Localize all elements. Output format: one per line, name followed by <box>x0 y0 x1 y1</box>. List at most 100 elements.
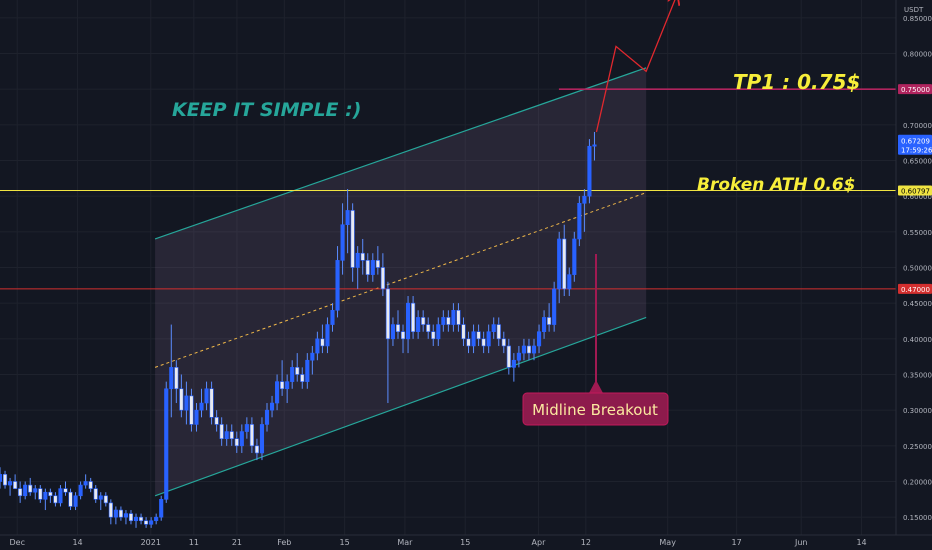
candle-body <box>562 238 567 290</box>
channel-lower-line[interactable] <box>154 316 647 497</box>
candle-body <box>587 145 592 197</box>
candle-body <box>491 324 496 333</box>
current-price-timer: 17:59:26 <box>901 147 932 155</box>
candle-body <box>88 481 93 489</box>
candle-body <box>144 520 149 525</box>
candle-body <box>340 224 345 261</box>
candle-body <box>335 260 340 311</box>
level-price-tag[interactable] <box>898 283 932 294</box>
candle-body <box>416 317 421 332</box>
broken-ath-text: Broken ATH 0.6$ <box>697 175 856 195</box>
overlays[interactable] <box>595 0 676 133</box>
candle-body <box>254 445 259 454</box>
candle-body <box>345 210 350 226</box>
keep-it-simple-text: KEEP IT SIMPLE :) <box>172 99 361 121</box>
candle-body <box>259 424 265 454</box>
channel-upper-line[interactable] <box>154 67 647 240</box>
level-price-tag[interactable] <box>898 185 932 196</box>
callout-label: Midline Breakout <box>532 401 658 419</box>
x-tick-label: 2021 <box>141 538 161 547</box>
candle-body <box>426 324 431 333</box>
candle-body <box>400 331 406 340</box>
y-tick-label: 0.35000 <box>903 372 932 380</box>
candle-body <box>355 252 360 268</box>
candle-body <box>58 488 63 504</box>
candle-body <box>264 409 270 425</box>
candle-body <box>73 495 78 507</box>
candle-body <box>184 395 189 411</box>
candle-body <box>557 238 562 290</box>
channel-midline[interactable] <box>154 192 647 368</box>
candle-body <box>159 499 164 518</box>
y-tick-label: 0.40000 <box>903 336 932 344</box>
candle-body <box>521 345 526 354</box>
candle-body <box>385 288 390 340</box>
candle-body <box>48 491 53 497</box>
candle-body <box>476 331 481 340</box>
candle-body <box>194 409 199 425</box>
y-tick-label: 0.80000 <box>903 51 932 59</box>
current-price-tag[interactable] <box>898 134 932 155</box>
candle-body <box>209 388 214 418</box>
candle-body <box>149 520 154 525</box>
candle-body <box>108 502 113 518</box>
candle-body <box>68 491 73 507</box>
candle-body <box>113 509 118 518</box>
candle-body <box>2 474 8 486</box>
y-tick-label: 0.65000 <box>903 158 932 166</box>
candle-body <box>103 495 108 504</box>
candle-body <box>456 309 461 325</box>
candle-body <box>269 402 275 411</box>
level-price-tag[interactable] <box>898 84 932 95</box>
candle-body <box>325 324 330 347</box>
candle-body <box>128 513 134 522</box>
candle-body <box>275 381 280 404</box>
y-tick-label: 0.25000 <box>903 443 932 451</box>
candle-body <box>8 481 13 486</box>
candle-body <box>582 195 587 204</box>
x-tick-label: May <box>659 538 676 547</box>
candle-body <box>63 488 68 493</box>
candle-body <box>390 324 396 340</box>
callout-box <box>522 392 669 426</box>
candle-body <box>310 352 315 361</box>
candle-body <box>572 238 577 275</box>
midline-breakout-callout[interactable]: Midline Breakout <box>522 254 669 426</box>
candle-body <box>395 324 401 333</box>
candle-body <box>123 513 129 518</box>
candle-body <box>249 424 254 447</box>
candle-body <box>199 402 204 411</box>
candle-body <box>531 345 537 354</box>
tp1-text: TP1 : 0.75$ <box>733 70 860 94</box>
level-price-label: 0.75000 <box>901 86 930 94</box>
candle-body <box>370 260 375 275</box>
time-axis[interactable]: Dec 14 2021 11 21 Feb 15 Mar 15 Apr 12 May 17 Jun 14 <box>9 538 866 547</box>
candle-body <box>547 317 552 325</box>
candle-body <box>285 381 290 390</box>
projection-arrow[interactable] <box>595 0 676 133</box>
candle-body <box>411 302 416 332</box>
candle-body <box>446 317 451 325</box>
y-tick-label: 0.70000 <box>903 122 932 130</box>
horizontal-levels[interactable] <box>0 88 896 290</box>
candle-body <box>461 324 466 340</box>
callout-pointer-tip <box>589 380 603 393</box>
candle-body <box>496 324 501 340</box>
candle-body <box>552 288 557 325</box>
x-tick-label: Apr <box>532 538 547 547</box>
price-axis[interactable]: 0.15000 0.20000 0.25000 0.30000 0.35000 0.400… <box>898 15 932 522</box>
candle-body <box>154 516 159 522</box>
candle-body <box>179 388 184 411</box>
candle-body <box>38 488 43 500</box>
candle-body <box>350 210 355 268</box>
x-tick-label: Dec <box>9 538 24 547</box>
candle-body <box>315 338 320 354</box>
candle-body <box>78 484 83 497</box>
candle-body <box>421 317 426 325</box>
candle-body <box>33 488 38 493</box>
candle-body <box>501 338 506 347</box>
candle-body <box>290 367 295 382</box>
candle-body <box>164 388 169 500</box>
